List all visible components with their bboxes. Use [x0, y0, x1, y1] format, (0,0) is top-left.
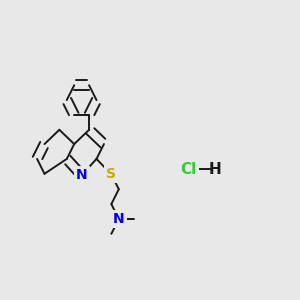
Text: N: N [76, 168, 88, 182]
Text: Cl: Cl [181, 162, 197, 177]
Text: H: H [209, 162, 222, 177]
Text: N: N [113, 212, 124, 226]
Text: S: S [106, 167, 116, 182]
